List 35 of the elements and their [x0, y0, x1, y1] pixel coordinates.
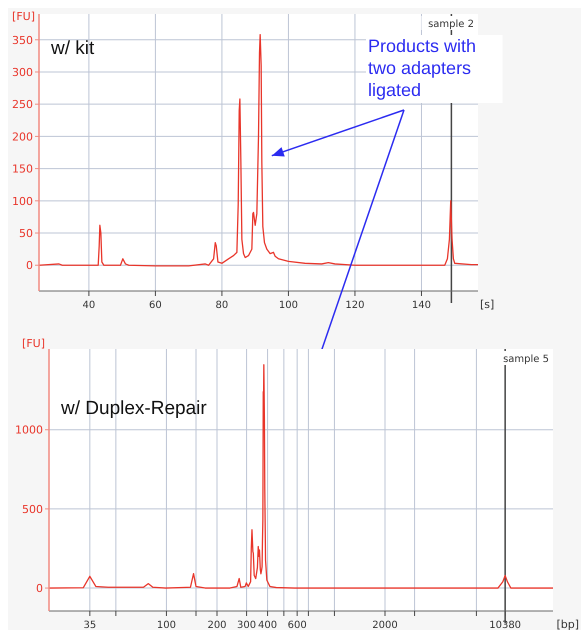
x-tick-label: 60 [149, 300, 162, 311]
y-tick-label: 0 [36, 582, 43, 596]
annotation: w/ kit [50, 38, 95, 59]
y-tick-label: 1000 [15, 424, 43, 437]
x-tick-label: 10380 [489, 620, 522, 631]
x-tick-label: 80 [216, 300, 228, 311]
line-series [38, 34, 479, 267]
annotation: Products with two adapters ligated [368, 36, 476, 100]
y-axis-title: [FU] [12, 10, 35, 23]
text: sample 5 [503, 354, 549, 365]
x-tick-label: 120 [345, 300, 364, 311]
y-axis-title: [FU] [22, 337, 45, 350]
y-tick-label: 200 [12, 130, 33, 144]
y-tick-label: 150 [12, 162, 33, 176]
x-axis-title: [bp] [556, 618, 579, 631]
y-tick-label: 100 [12, 194, 33, 208]
x-tick-label: 140 [412, 300, 432, 311]
y-tick-label: 300 [12, 66, 33, 79]
annotation: w/ Duplex-Repair [60, 398, 208, 419]
y-tick-label: 350 [12, 34, 33, 47]
x-tick-label: 100 [278, 300, 298, 311]
x-axis-title: [s] [480, 298, 494, 311]
x-tick-label: 200 [207, 620, 227, 631]
y-tick-label: 250 [12, 98, 33, 112]
y-tick-label: 500 [22, 502, 43, 516]
x-tick-label: 2000 [372, 620, 398, 631]
text: sample 2 [428, 19, 474, 30]
x-tick-label: 300 [237, 620, 256, 631]
x-tick-label: 600 [288, 620, 307, 631]
x-tick-label: 40 [82, 300, 96, 311]
y-tick-label: 0 [26, 259, 33, 272]
x-tick-label: 100 [156, 620, 176, 631]
x-tick-label: 35 [83, 620, 96, 631]
x-tick-label: 400 [258, 620, 278, 631]
y-tick-label: 50 [19, 227, 33, 240]
